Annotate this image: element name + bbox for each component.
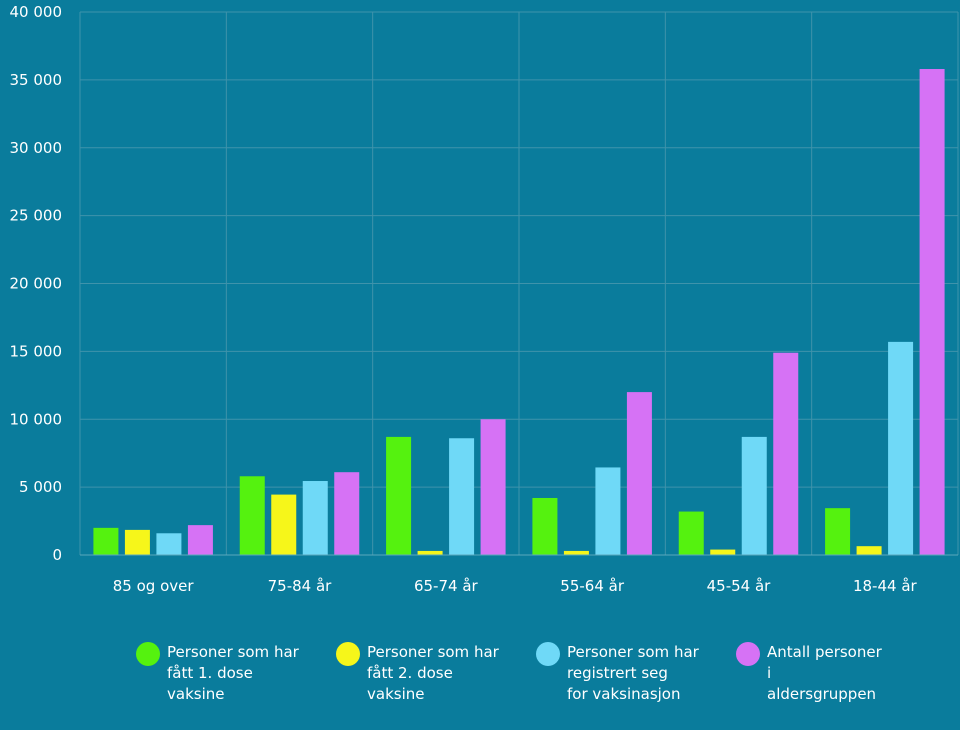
bar — [124, 529, 150, 555]
bar — [271, 494, 297, 555]
bar — [888, 341, 914, 555]
bar — [563, 550, 589, 555]
x-tick-label: 65-74 år — [414, 577, 479, 595]
bar — [710, 549, 736, 555]
legend-label-population: Antall personer i aldersgruppen — [767, 643, 882, 703]
y-tick-label: 25 000 — [10, 207, 63, 225]
bar — [449, 438, 475, 555]
legend-swatch-dose1 — [136, 642, 160, 666]
legend-item-registered: Personer som har registrert seg for vaks… — [536, 642, 714, 705]
bar — [919, 69, 945, 555]
bar — [678, 511, 704, 555]
y-tick-label: 20 000 — [10, 275, 63, 293]
bar — [480, 419, 506, 555]
x-tick-label: 18-44 år — [853, 577, 918, 595]
bar — [825, 508, 851, 555]
legend-swatch-dose2 — [336, 642, 360, 666]
bar — [532, 497, 558, 555]
bar — [417, 550, 443, 555]
y-tick-label: 5 000 — [19, 478, 62, 496]
legend-label-registered: Personer som har registrert seg for vaks… — [567, 643, 699, 703]
legend-label-dose1: Personer som har fått 1. dose vaksine — [167, 643, 299, 703]
x-tick-label: 45-54 år — [707, 577, 772, 595]
x-tick-label: 55-64 år — [560, 577, 625, 595]
legend-swatch-population — [736, 642, 760, 666]
bar — [773, 352, 799, 555]
legend-item-dose2: Personer som har fått 2. dose vaksine — [336, 642, 514, 705]
y-tick-label: 40 000 — [10, 3, 63, 21]
bar — [741, 436, 767, 555]
bar — [93, 527, 119, 555]
y-tick-label: 35 000 — [10, 71, 63, 89]
y-tick-label: 0 — [52, 546, 62, 564]
x-tick-label: 85 og over — [113, 577, 195, 595]
bar — [595, 467, 621, 555]
x-tick-label: 75-84 år — [268, 577, 333, 595]
bar — [187, 525, 213, 555]
chart-legend: Personer som har fått 1. dose vaksine Pe… — [136, 642, 914, 705]
y-tick-label: 15 000 — [10, 342, 63, 360]
legend-item-population: Antall personer i aldersgruppen — [736, 642, 914, 705]
y-tick-label: 10 000 — [10, 410, 63, 428]
bar — [856, 546, 882, 555]
legend-item-dose1: Personer som har fått 1. dose vaksine — [136, 642, 314, 705]
bar — [156, 533, 182, 555]
bar — [626, 392, 652, 555]
y-tick-label: 30 000 — [10, 139, 63, 157]
bar — [239, 476, 265, 555]
bar — [386, 436, 412, 555]
legend-swatch-registered — [536, 642, 560, 666]
bar — [302, 481, 328, 555]
bar — [334, 472, 360, 555]
legend-label-dose2: Personer som har fått 2. dose vaksine — [367, 643, 499, 703]
